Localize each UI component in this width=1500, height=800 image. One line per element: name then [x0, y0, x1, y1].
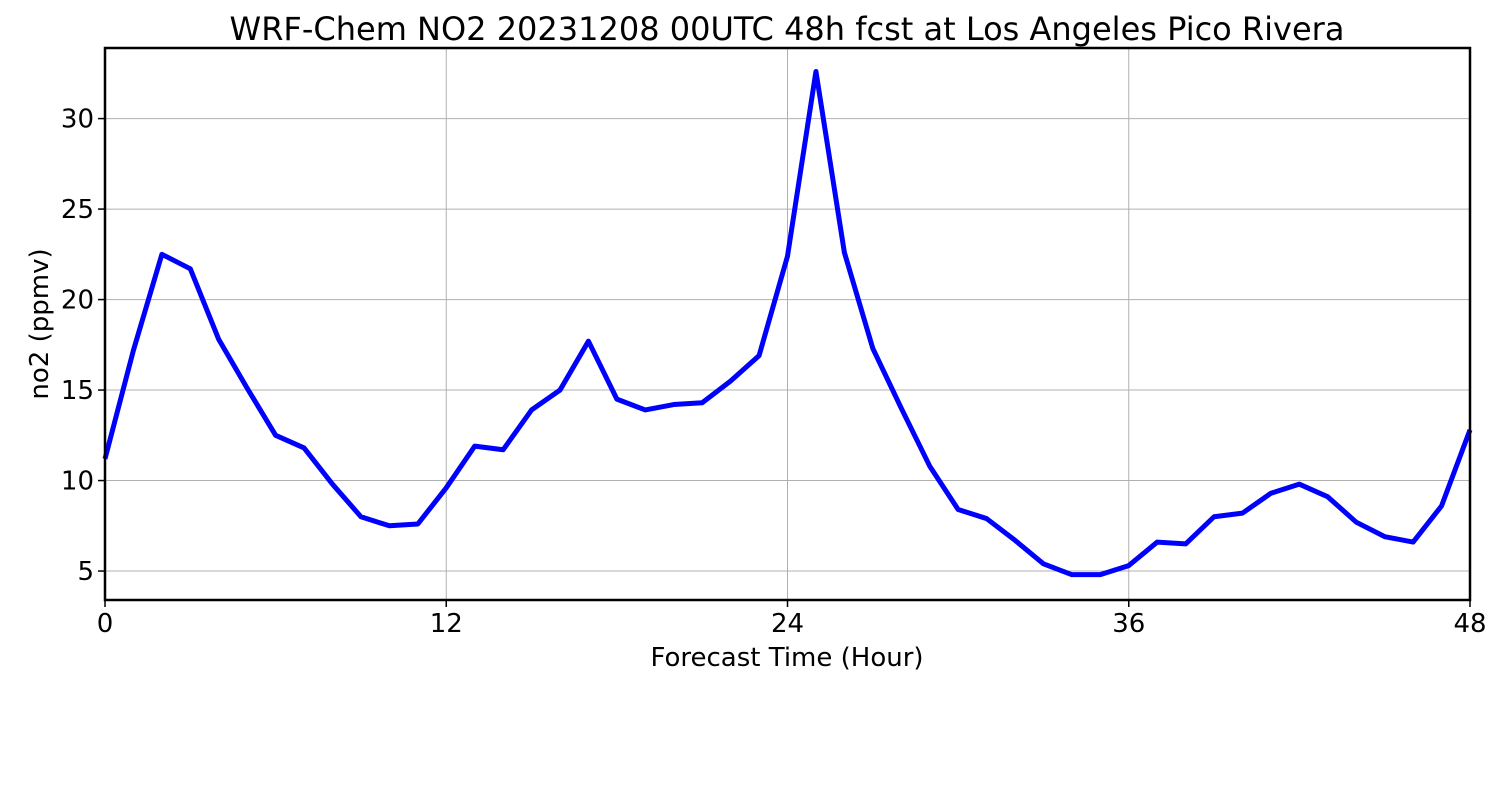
x-tick-label: 12: [430, 609, 463, 639]
x-tick-label: 48: [1453, 609, 1486, 639]
x-tick-label: 36: [1112, 609, 1145, 639]
x-tick-label: 0: [97, 609, 114, 639]
grid-lines: [104, 48, 1471, 600]
y-tick-label: 25: [61, 195, 94, 225]
chart-title: WRF-Chem NO2 20231208 00UTC 48h fcst at …: [230, 10, 1345, 48]
y-tick-label: 20: [61, 286, 94, 316]
x-axis-label: Forecast Time (Hour): [650, 643, 923, 673]
series-layer: [102, 69, 1473, 578]
y-tick-label: 10: [61, 467, 94, 497]
x-tick-label: 24: [771, 609, 804, 639]
y-axis-label: no2 (ppmv): [25, 248, 55, 399]
y-tick-label: 5: [77, 557, 94, 587]
no2-series-line: [102, 69, 1473, 578]
y-tick-label: 30: [61, 105, 94, 135]
y-tick-label: 15: [61, 376, 94, 406]
axis-ticks: 0 12 24 36 48 5 10 15 20 25 30: [61, 105, 1487, 639]
